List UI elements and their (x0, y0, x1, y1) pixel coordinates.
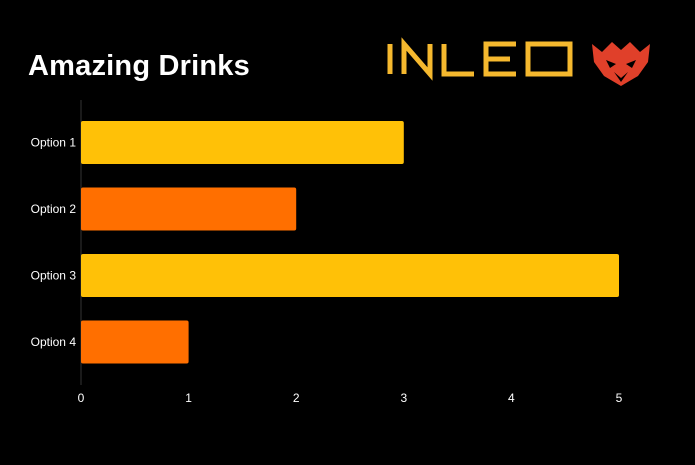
lion-head-icon (592, 42, 650, 86)
category-label: Option 4 (31, 335, 77, 349)
logo-letter-n (401, 37, 433, 81)
logo-letter-o (525, 41, 573, 77)
category-label: Option 3 (31, 269, 77, 283)
category-label: Option 2 (31, 202, 77, 216)
logo-letter-l (441, 44, 474, 77)
bar-option-1 (81, 121, 404, 164)
inleo-logo (387, 37, 650, 86)
x-tick-label: 5 (616, 391, 623, 405)
x-tick-label: 2 (293, 391, 300, 405)
bar-option-2 (81, 187, 297, 231)
x-tick-label: 3 (400, 391, 407, 405)
bar-option-4 (81, 320, 189, 364)
x-tick-label: 4 (508, 391, 515, 405)
x-tick-label: 0 (78, 391, 85, 405)
bar-option-3 (81, 254, 619, 297)
category-label: Option 1 (31, 136, 77, 150)
chart-title: Amazing Drinks (28, 50, 250, 82)
x-tick-label: 1 (185, 391, 192, 405)
